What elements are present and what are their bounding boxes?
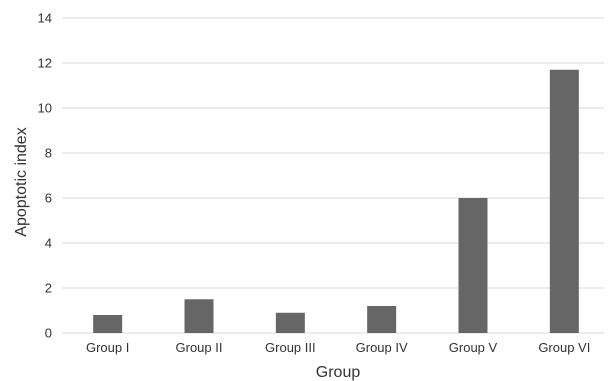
bar-group-vi xyxy=(549,69,579,333)
bar-group-iv xyxy=(367,306,397,333)
bars xyxy=(93,69,579,333)
y-tick-label: 8 xyxy=(45,146,52,161)
y-axis-title: Apoptotic index xyxy=(13,127,30,236)
bar-group-iii xyxy=(275,312,305,333)
y-tick-label: 2 xyxy=(45,281,52,296)
y-tick-label: 10 xyxy=(38,101,52,116)
x-tick-label: Group II xyxy=(176,340,223,355)
y-tick-labels: 0 2 4 6 8 10 12 14 xyxy=(38,11,52,341)
x-tick-labels: Group I Group II Group III Group IV Group V G… xyxy=(86,340,590,355)
bar-group-i xyxy=(93,315,123,333)
x-tick-label: Group III xyxy=(265,340,316,355)
x-axis-title: Group xyxy=(316,364,361,381)
y-tick-label: 12 xyxy=(38,56,52,71)
x-tick-label: Group V xyxy=(449,340,498,355)
x-tick-label: Group VI xyxy=(538,340,590,355)
x-tick-label: Group I xyxy=(86,340,129,355)
x-tick-label: Group IV xyxy=(356,340,408,355)
bar-group-ii xyxy=(184,299,214,333)
y-tick-label: 0 xyxy=(45,326,52,341)
y-tick-label: 6 xyxy=(45,191,52,206)
y-tick-label: 14 xyxy=(38,11,52,26)
bar-group-v xyxy=(458,198,488,333)
y-tick-label: 4 xyxy=(45,236,52,251)
y-gridlines xyxy=(62,17,604,334)
